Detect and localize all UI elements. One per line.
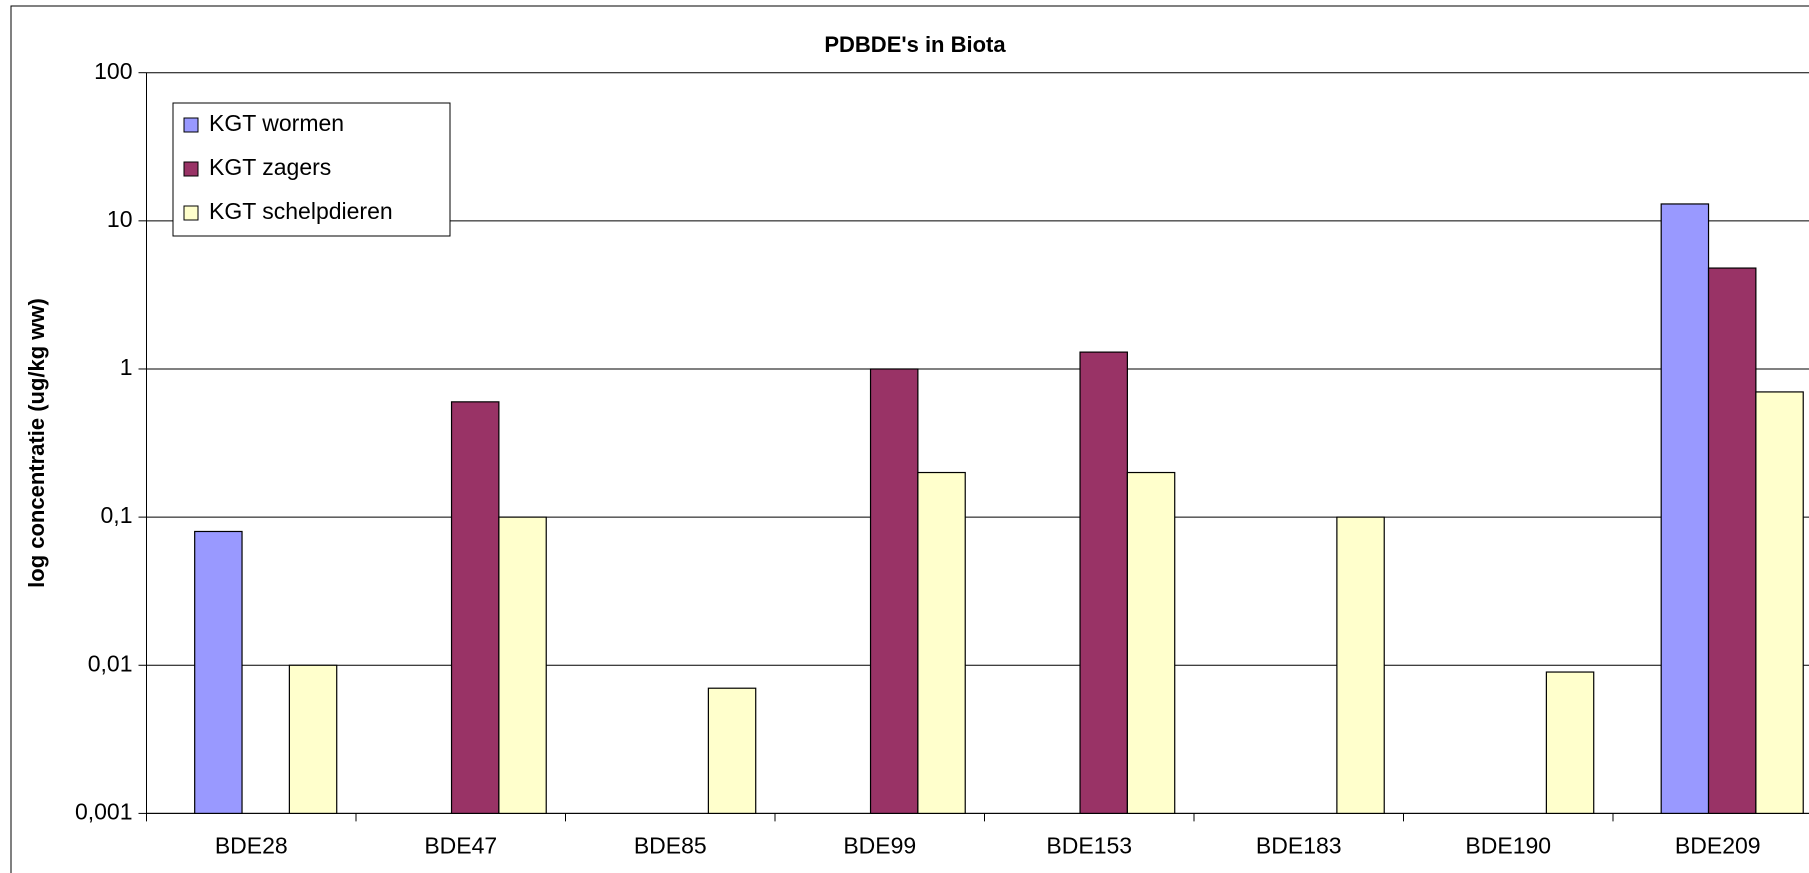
- bar: [1660, 203, 1710, 815]
- y-tick-label: 100: [94, 58, 132, 84]
- x-tick-label: BDE183: [1256, 832, 1342, 858]
- y-axis-label: log concentratie (ug/kg ww): [24, 298, 49, 588]
- bar: [1545, 671, 1595, 814]
- bar: [1755, 391, 1804, 814]
- x-tick-label: BDE209: [1675, 832, 1761, 858]
- bar: [288, 664, 338, 815]
- legend-swatch: [183, 205, 199, 221]
- bar: [869, 368, 919, 815]
- x-tick-label: BDE99: [843, 832, 916, 858]
- legend-label: KGT wormen: [209, 110, 344, 136]
- legend-swatch: [183, 161, 199, 177]
- bar: [1336, 516, 1385, 814]
- bar: [1126, 471, 1176, 814]
- bar: [707, 687, 757, 814]
- bar: [1079, 351, 1128, 814]
- chart-title: PDBDE's in Biota: [824, 32, 1006, 57]
- y-tick-label: 0,1: [101, 502, 133, 528]
- x-tick-label: BDE190: [1465, 832, 1551, 858]
- x-tick-label: BDE47: [424, 832, 497, 858]
- y-tick-label: 10: [107, 206, 133, 232]
- legend-swatch: [183, 117, 199, 133]
- bar: [498, 516, 547, 814]
- y-tick-label: 0,01: [88, 650, 133, 676]
- bar: [450, 401, 500, 814]
- legend-label: KGT schelpdieren: [209, 198, 393, 224]
- y-tick-label: 1: [120, 354, 133, 380]
- bar: [194, 530, 243, 814]
- legend-label: KGT zagers: [209, 154, 331, 180]
- x-tick-label: BDE153: [1046, 832, 1132, 858]
- x-tick-label: BDE85: [634, 832, 707, 858]
- bar: [1707, 267, 1757, 814]
- legend-box: [172, 102, 451, 237]
- x-tick-label: BDE28: [215, 832, 288, 858]
- bar: [917, 471, 966, 814]
- y-tick-label: 0,001: [75, 798, 133, 824]
